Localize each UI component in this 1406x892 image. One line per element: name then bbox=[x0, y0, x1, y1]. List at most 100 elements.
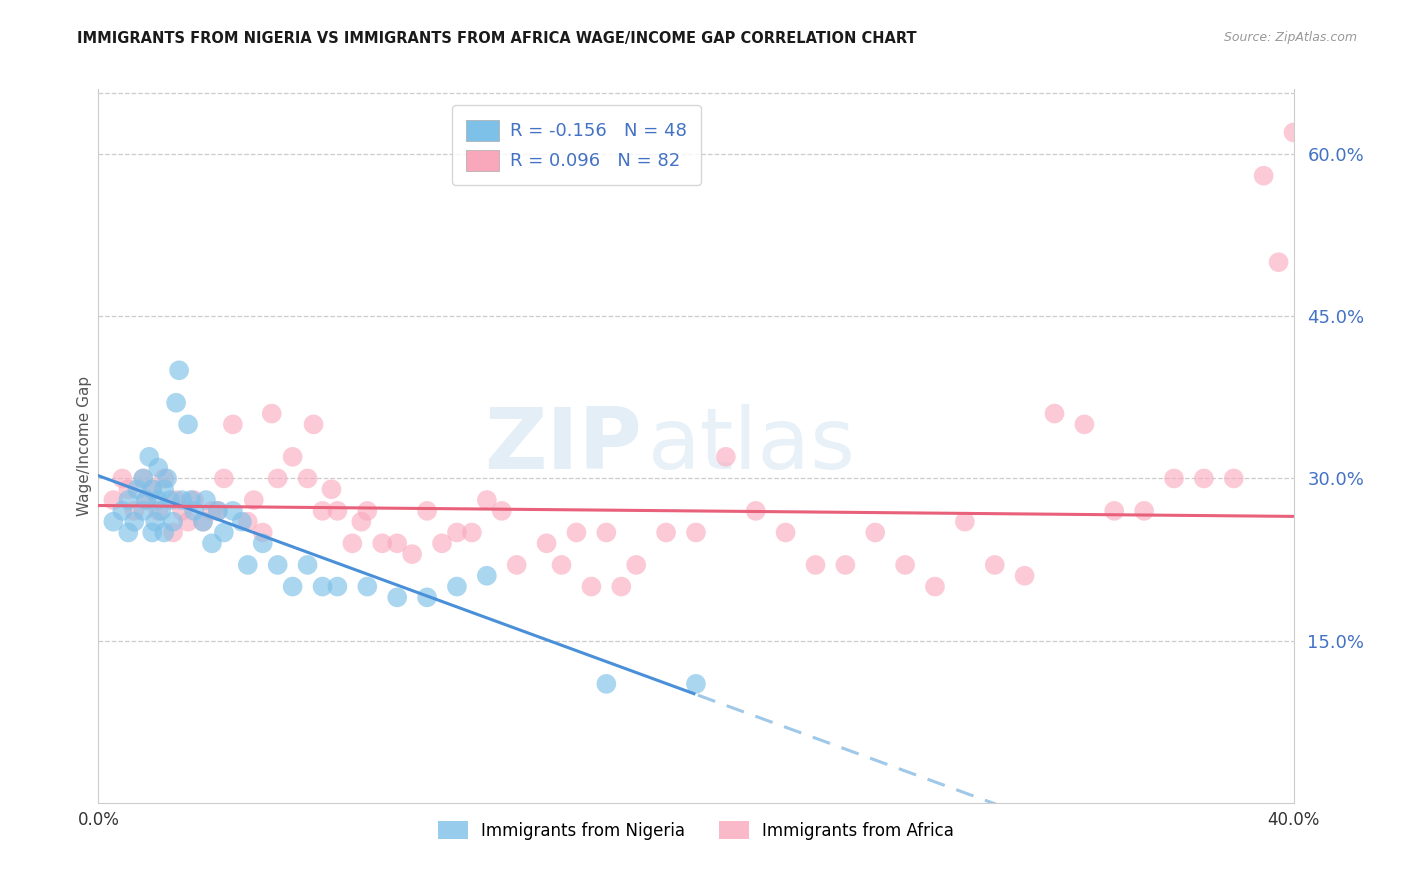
Point bbox=[1043, 407, 1066, 421]
Point bbox=[953, 515, 976, 529]
Point bbox=[475, 493, 498, 508]
Point bbox=[148, 460, 170, 475]
Point bbox=[1327, 471, 1350, 485]
Point bbox=[1163, 471, 1185, 485]
Point bbox=[143, 515, 166, 529]
Point bbox=[177, 417, 200, 432]
Point bbox=[148, 493, 170, 508]
Point bbox=[103, 493, 125, 508]
Point bbox=[167, 363, 190, 377]
Point bbox=[1104, 504, 1126, 518]
Point bbox=[1014, 568, 1036, 582]
Point bbox=[595, 677, 617, 691]
Point bbox=[356, 580, 378, 594]
Point bbox=[111, 471, 134, 485]
Point bbox=[326, 504, 349, 518]
Text: atlas: atlas bbox=[648, 404, 856, 488]
Point bbox=[124, 515, 146, 529]
Point bbox=[183, 504, 205, 518]
Point bbox=[984, 558, 1007, 572]
Point bbox=[212, 525, 235, 540]
Point bbox=[252, 536, 274, 550]
Point bbox=[135, 493, 157, 508]
Point bbox=[180, 493, 202, 508]
Point bbox=[172, 504, 194, 518]
Point bbox=[132, 471, 155, 485]
Point bbox=[117, 482, 139, 496]
Point bbox=[1372, 558, 1395, 572]
Point bbox=[685, 525, 707, 540]
Point bbox=[302, 417, 325, 432]
Point bbox=[162, 525, 184, 540]
Point bbox=[321, 482, 343, 496]
Point bbox=[148, 504, 170, 518]
Point bbox=[156, 471, 179, 485]
Point bbox=[150, 504, 173, 518]
Point bbox=[475, 568, 498, 582]
Point bbox=[195, 493, 218, 508]
Point bbox=[595, 525, 617, 540]
Point bbox=[1312, 525, 1334, 540]
Point bbox=[281, 450, 304, 464]
Point bbox=[924, 580, 946, 594]
Point bbox=[416, 504, 439, 518]
Point bbox=[401, 547, 423, 561]
Point bbox=[685, 677, 707, 691]
Point bbox=[491, 504, 513, 518]
Point bbox=[222, 504, 245, 518]
Point bbox=[252, 525, 274, 540]
Point bbox=[342, 536, 364, 550]
Text: IMMIGRANTS FROM NIGERIA VS IMMIGRANTS FROM AFRICA WAGE/INCOME GAP CORRELATION CH: IMMIGRANTS FROM NIGERIA VS IMMIGRANTS FR… bbox=[77, 31, 917, 46]
Point bbox=[103, 515, 125, 529]
Text: Source: ZipAtlas.com: Source: ZipAtlas.com bbox=[1223, 31, 1357, 45]
Point bbox=[655, 525, 678, 540]
Point bbox=[461, 525, 484, 540]
Point bbox=[124, 504, 146, 518]
Point bbox=[138, 450, 160, 464]
Point bbox=[1282, 125, 1305, 139]
Point bbox=[804, 558, 827, 572]
Point bbox=[183, 493, 205, 508]
Point bbox=[1192, 471, 1215, 485]
Point bbox=[162, 515, 184, 529]
Point bbox=[311, 504, 333, 518]
Point bbox=[191, 515, 214, 529]
Point bbox=[1343, 471, 1365, 485]
Point bbox=[111, 504, 134, 518]
Y-axis label: Wage/Income Gap: Wage/Income Gap bbox=[77, 376, 91, 516]
Point bbox=[1267, 255, 1289, 269]
Point bbox=[714, 450, 737, 464]
Point bbox=[894, 558, 917, 572]
Point bbox=[326, 580, 349, 594]
Point bbox=[117, 525, 139, 540]
Point bbox=[172, 493, 194, 508]
Point bbox=[177, 515, 200, 529]
Point bbox=[201, 504, 224, 518]
Point bbox=[165, 493, 187, 508]
Point bbox=[834, 558, 856, 572]
Point bbox=[236, 558, 259, 572]
Point bbox=[191, 515, 214, 529]
Point bbox=[1073, 417, 1095, 432]
Point bbox=[1133, 504, 1156, 518]
Point bbox=[201, 536, 224, 550]
Point bbox=[231, 515, 253, 529]
Point bbox=[236, 515, 259, 529]
Point bbox=[581, 580, 603, 594]
Point bbox=[222, 417, 245, 432]
Point bbox=[550, 558, 572, 572]
Point bbox=[132, 471, 155, 485]
Point bbox=[165, 396, 187, 410]
Point bbox=[745, 504, 768, 518]
Point bbox=[536, 536, 558, 550]
Point bbox=[153, 471, 176, 485]
Point bbox=[207, 504, 229, 518]
Point bbox=[356, 504, 378, 518]
Point bbox=[1402, 666, 1406, 681]
Point bbox=[1253, 169, 1275, 183]
Point bbox=[132, 504, 155, 518]
Point bbox=[267, 558, 290, 572]
Point bbox=[207, 504, 229, 518]
Point bbox=[153, 525, 176, 540]
Point bbox=[626, 558, 648, 572]
